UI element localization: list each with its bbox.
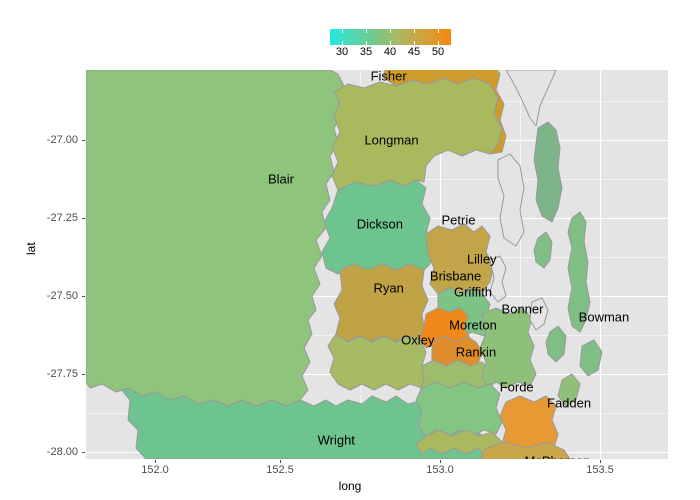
x-tick-label: 152.5 (266, 464, 294, 476)
region-label-brisbane: Brisbane (429, 268, 482, 284)
x-axis-title: long (338, 479, 362, 493)
region-bowman-island-c (579, 339, 603, 377)
region-label-bonner: Bonner (501, 301, 544, 317)
region-coastal-strip-north (533, 121, 563, 223)
ocean-bay-east (529, 297, 549, 331)
region-bowman-island-d (557, 373, 581, 407)
colorbar-label-2: 40 (383, 46, 397, 58)
region-label-rankin: Rankin (455, 344, 497, 360)
colorbar-gradient (330, 29, 451, 45)
region-bonner (479, 307, 537, 389)
colorbar-label-0: 30 (335, 46, 349, 58)
region-label-longman: Longman (364, 132, 419, 148)
region-label-forde: Forde (499, 379, 534, 395)
x-tick-label: 153.0 (426, 464, 454, 476)
colorbar-label-1: 35 (359, 46, 373, 58)
ocean-bay-mid (497, 153, 525, 247)
x-tick-label: 153.5 (586, 464, 614, 476)
region-rankin (415, 381, 503, 437)
colorbar-labels: 30 35 40 45 50 (316, 46, 466, 60)
region-label-blair: Blair (267, 171, 294, 187)
region-label-dickson: Dickson (356, 216, 404, 232)
ocean-bay-north (505, 70, 557, 127)
region-forde (415, 429, 507, 459)
colorbar-legend[interactable]: 30 35 40 45 50 (330, 29, 451, 58)
region-label-ryan: Ryan (373, 280, 404, 296)
colorbar-label-4: 50 (431, 46, 445, 58)
y-axis-ticklabels: -27.00 -27.25 -27.50 -27.75 -28.00 (22, 0, 78, 500)
region-label-bowman: Bowman (578, 309, 630, 325)
region-mcpherson (479, 441, 571, 459)
colorbar-tickmarks (330, 29, 451, 45)
y-tick-label: -27.75 (46, 368, 78, 380)
region-bowman-island-b (545, 325, 567, 363)
x-axis-ticklabels: 152.0 152.5 153.0 153.5 (0, 464, 700, 478)
y-tick-label: -27.50 (46, 290, 78, 302)
region-bowman-island-a (533, 231, 553, 269)
region-label-moreton: Moreton (449, 317, 497, 333)
region-ryan (333, 263, 429, 343)
ocean-bay-petrie (489, 255, 507, 303)
region-label-lilley: Lilley (466, 251, 497, 267)
region-label-fisher: Fisher (370, 70, 407, 84)
colorbar-label-3: 45 (407, 46, 421, 58)
region-label-petrie: Petrie (441, 212, 476, 228)
y-tick-label: -27.00 (46, 134, 78, 146)
region-label-oxley: Oxley (401, 332, 435, 348)
y-tick-label: -28.00 (46, 446, 78, 458)
region-label-fadden: Fadden (547, 395, 592, 411)
region-bowman (567, 211, 591, 333)
region-fisher (383, 70, 507, 155)
y-tick-label: -27.25 (46, 212, 78, 224)
x-tick-label: 152.0 (141, 464, 169, 476)
region-label-wright: Wright (317, 432, 355, 448)
region-petrie (425, 223, 495, 295)
map-panel[interactable]: Fisher Longman Blair Dickson Petrie Lill… (86, 70, 668, 459)
choropleth-layer (86, 70, 603, 459)
region-label-mcpherson: McPherson (525, 453, 591, 459)
region-blair (86, 70, 345, 407)
region-label-griffith: Griffith (453, 284, 493, 300)
